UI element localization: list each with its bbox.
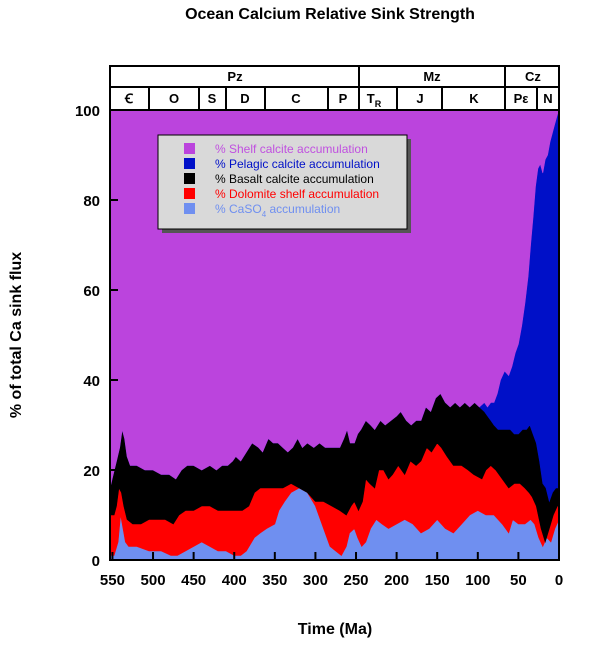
x-tick-label: 400 bbox=[222, 572, 247, 589]
legend-label-sub: 4 bbox=[262, 210, 267, 219]
x-tick-label: 200 bbox=[384, 572, 409, 589]
period-label-triassic-main: T bbox=[367, 91, 375, 106]
period-label-paleogene: Pε bbox=[514, 91, 529, 106]
y-axis-title: % of total Ca sink flux bbox=[8, 252, 25, 418]
period-label-devonian: D bbox=[240, 91, 249, 106]
legend-label: % Dolomite shelf accumulation bbox=[215, 187, 379, 201]
x-tick-label: 450 bbox=[181, 572, 206, 589]
x-tick-label: 550 bbox=[100, 572, 125, 589]
period-label-permian: P bbox=[339, 91, 348, 106]
legend-swatch bbox=[184, 173, 195, 184]
geologic-time-bar: Pz Mz Cz Ꞓ O S D C P TR J K Pε N bbox=[109, 65, 560, 111]
x-tick-label: 150 bbox=[425, 572, 450, 589]
y-tick-label: 60 bbox=[83, 283, 100, 300]
axis-ticks: 550 500 450 400 350 300 250 200 150 100 50 00204060… bbox=[75, 103, 563, 589]
legend-label: % CaSO4 accumulation bbox=[215, 202, 340, 219]
period-label-cretaceous: K bbox=[469, 91, 479, 106]
period-label-jurassic: J bbox=[416, 91, 423, 106]
legend-swatch bbox=[184, 143, 195, 154]
legend-swatch bbox=[184, 158, 195, 169]
period-label-triassic-sub: R bbox=[375, 99, 382, 109]
y-tick-label: 20 bbox=[83, 463, 100, 480]
y-tick-label: 40 bbox=[83, 373, 100, 390]
y-tick-label: 80 bbox=[83, 193, 100, 210]
period-label-silurian: S bbox=[208, 91, 217, 106]
legend-swatch bbox=[184, 188, 195, 199]
x-tick-label: 300 bbox=[303, 572, 328, 589]
legend-box bbox=[157, 134, 408, 230]
legend-items: % Shelf calcite accumulation% Pelagic ca… bbox=[184, 142, 380, 219]
legend-label: % Shelf calcite accumulation bbox=[215, 142, 368, 156]
period-label-ordovician: O bbox=[169, 91, 179, 106]
y-tick-label: 0 bbox=[92, 553, 100, 570]
x-tick-label: 50 bbox=[510, 572, 527, 589]
y-tick-label: 100 bbox=[75, 103, 100, 120]
legend-swatch bbox=[184, 203, 195, 214]
x-axis-title: Time (Ma) bbox=[298, 621, 372, 638]
period-label-neogene: N bbox=[543, 91, 552, 106]
legend-label-tail: accumulation bbox=[266, 202, 340, 216]
legend-label-main: % CaSO bbox=[215, 202, 262, 216]
legend-label: % Basalt calcite accumulation bbox=[215, 172, 374, 186]
chart-title: Ocean Calcium Relative Sink Strength bbox=[185, 6, 475, 23]
x-tick-label: 250 bbox=[344, 572, 369, 589]
period-label-cambrian: Ꞓ bbox=[124, 91, 134, 106]
legend-label: % Pelagic calcite accumulation bbox=[215, 157, 380, 171]
x-tick-label: 100 bbox=[465, 572, 490, 589]
x-tick-label: 0 bbox=[555, 572, 563, 589]
period-label-triassic: TR bbox=[367, 91, 382, 109]
legend: % Shelf calcite accumulation% Pelagic ca… bbox=[157, 134, 411, 233]
x-tick-label: 350 bbox=[262, 572, 287, 589]
era-label-pz: Pz bbox=[227, 69, 243, 84]
plot-frame bbox=[109, 109, 560, 561]
period-label-carboniferous: C bbox=[291, 91, 301, 106]
era-label-mz: Mz bbox=[423, 69, 441, 84]
x-tick-label: 500 bbox=[141, 572, 166, 589]
era-label-cz: Cz bbox=[525, 69, 541, 84]
